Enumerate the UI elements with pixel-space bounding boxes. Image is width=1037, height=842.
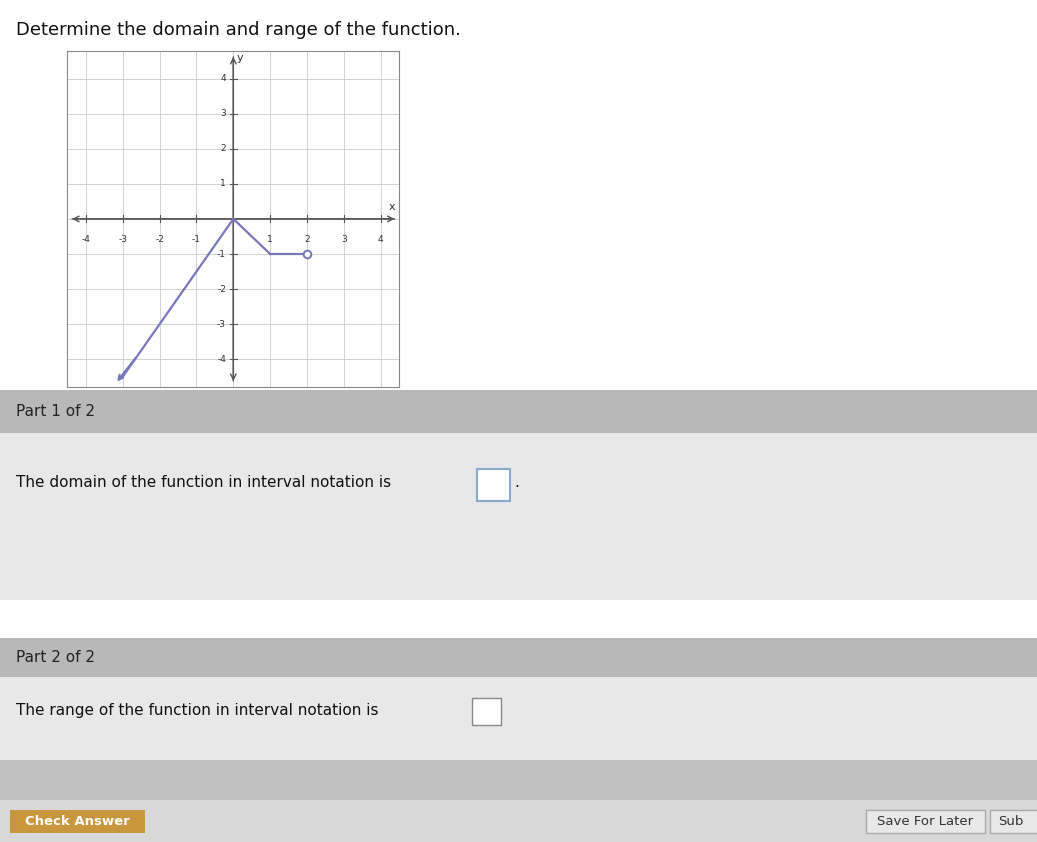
Text: Determine the domain and range of the function.: Determine the domain and range of the fu… <box>16 21 460 39</box>
Text: -1: -1 <box>192 235 201 243</box>
Text: 2: 2 <box>304 235 310 243</box>
Text: -1: -1 <box>217 249 226 258</box>
Text: Sub: Sub <box>999 815 1024 828</box>
Text: -4: -4 <box>217 354 226 364</box>
Text: Part 2 of 2: Part 2 of 2 <box>16 650 94 665</box>
Text: 1: 1 <box>220 179 226 189</box>
Text: 4: 4 <box>379 235 384 243</box>
Text: 1: 1 <box>268 235 273 243</box>
Text: -4: -4 <box>81 235 90 243</box>
Text: 4: 4 <box>220 74 226 83</box>
Text: x: x <box>389 201 395 211</box>
Text: The range of the function in interval notation is: The range of the function in interval no… <box>16 702 379 717</box>
Text: .: . <box>514 476 520 490</box>
Text: -3: -3 <box>118 235 128 243</box>
Text: 3: 3 <box>220 109 226 118</box>
Text: 2: 2 <box>220 144 226 153</box>
Text: Check Answer: Check Answer <box>25 815 131 828</box>
Text: Save For Later: Save For Later <box>877 815 974 828</box>
Text: -3: -3 <box>217 320 226 328</box>
Text: -2: -2 <box>156 235 164 243</box>
Text: Part 1 of 2: Part 1 of 2 <box>16 404 94 419</box>
Text: 3: 3 <box>341 235 346 243</box>
Text: -2: -2 <box>217 285 226 294</box>
Text: y: y <box>236 52 244 62</box>
Text: The domain of the function in interval notation is: The domain of the function in interval n… <box>16 476 391 490</box>
